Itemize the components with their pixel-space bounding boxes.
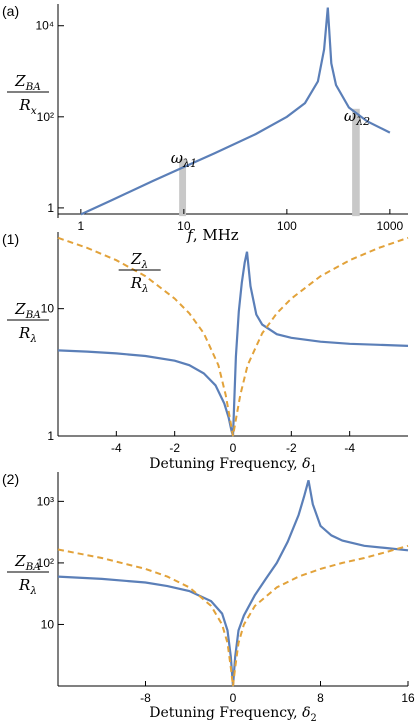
panel-1-x-tick-label: 100 [277,219,297,233]
panel-2-series-1-line [57,251,409,437]
panel-3-series-2-line [57,544,409,687]
panel-2-x-tick-label: -4 [111,441,122,455]
panel-1-ylabel-denominator: Rx [18,96,36,117]
panel-2-xlabel: Detuning Frequency, δ1 [149,456,317,475]
panel-3-x-tick-label: -8 [140,691,151,705]
panel-2-x-tick-label: 0 [230,441,237,455]
panel-3-xlabel: Detuning Frequency, δ2 [149,705,317,724]
panel-2-label: (1) [2,231,19,247]
panel-3-y-tick-label: 10 [41,617,55,631]
panel-1-y-tick-label: 10⁴ [35,19,54,33]
panel-1-annotation: ωλ2 [344,107,370,128]
panel-2-x-tick-label: -4 [344,441,355,455]
panel-2-y-tick-label: 1 [47,429,54,443]
panel-2-ylabel-denominator: Rλ [18,324,37,345]
panel-1-x-tick-label: 1 [78,219,85,233]
panel-3-y-tick-label: 10² [37,556,54,570]
panel-3-y-tick-label: 10³ [37,494,54,508]
panel-1-x-tick-label: 1000 [377,219,404,233]
panel-2-annotation-numerator: Zλ [130,250,148,271]
panel-1-series-1-line [80,7,391,216]
panel-3-x-tick-label: 8 [317,691,324,705]
panel-1-y-tick-label: 1 [47,201,54,215]
panel-2-series-2-line [57,236,409,437]
panel-1-ylabel-numerator: ZBA [14,72,41,93]
panel-2-annotation-denominator: Rλ [130,274,149,295]
panel-3-ylabel-numerator: ZBA [14,552,41,573]
panel-2-y-tick-label: 10 [41,302,55,316]
panel-1-label: (a) [2,3,19,19]
panel-3-series-1-line [57,480,409,687]
panel-3-label: (2) [2,471,19,487]
panel-1-band-2 [352,108,360,217]
panel-1-band-1 [179,158,187,217]
panel-2-ylabel-numerator: ZBA [14,300,41,321]
panel-3-ylabel-denominator: Rλ [18,576,37,597]
panel-2-x-tick-label: -2 [286,441,297,455]
panel-1-y-tick-label: 10² [37,110,54,124]
panel-2-x-tick-label: -2 [169,441,180,455]
panel-3-x-tick-label: 16 [401,691,415,705]
panel-1-x-tick-label: 10 [177,219,191,233]
panel-1-annotation: ωλ1 [171,149,197,170]
panel-3-x-tick-label: 0 [230,691,237,705]
panel-1-xlabel: f, MHz [186,226,239,244]
